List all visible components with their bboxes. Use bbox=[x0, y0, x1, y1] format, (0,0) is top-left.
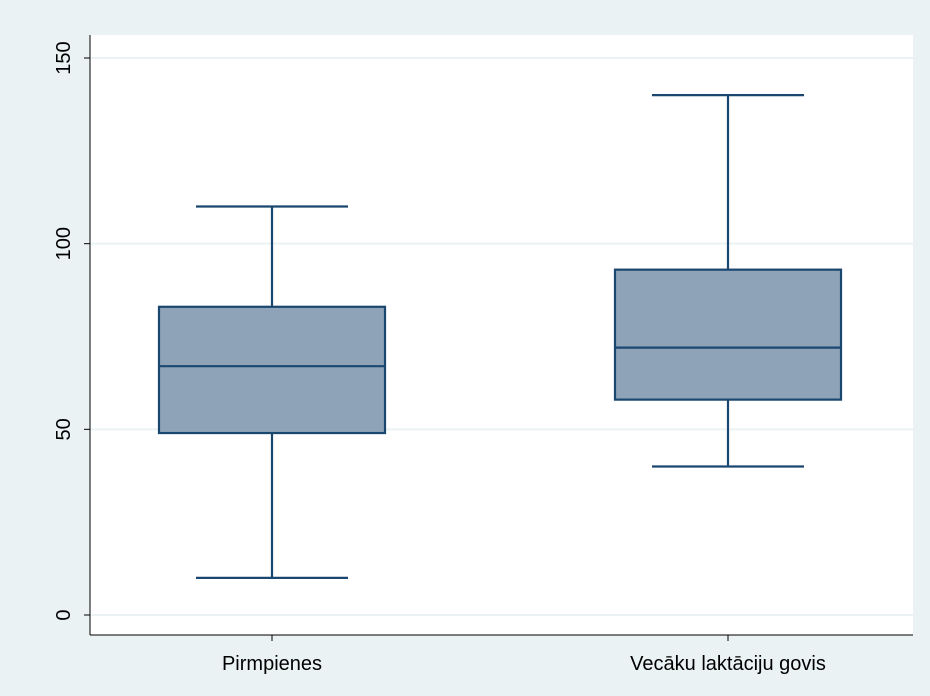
x-category-label: Pirmpienes bbox=[222, 653, 322, 675]
y-ticks: 0 50 100 150 bbox=[53, 41, 90, 621]
y-tick-label: 0 bbox=[53, 609, 75, 620]
box-group-2 bbox=[613, 94, 843, 468]
iqr-box bbox=[157, 305, 387, 435]
boxes bbox=[157, 94, 843, 579]
gridlines bbox=[91, 57, 913, 616]
y-tick-label: 150 bbox=[53, 41, 75, 74]
iqr-box bbox=[613, 268, 843, 401]
box-group-1 bbox=[157, 205, 387, 579]
y-tick-label: 50 bbox=[53, 418, 75, 440]
y-tick-label: 100 bbox=[53, 227, 75, 260]
x-category-label: Vecāku laktāciju govis bbox=[630, 653, 826, 675]
axes bbox=[89, 35, 913, 636]
x-tick-labels: Pirmpienes Vecāku laktāciju govis bbox=[222, 635, 826, 675]
